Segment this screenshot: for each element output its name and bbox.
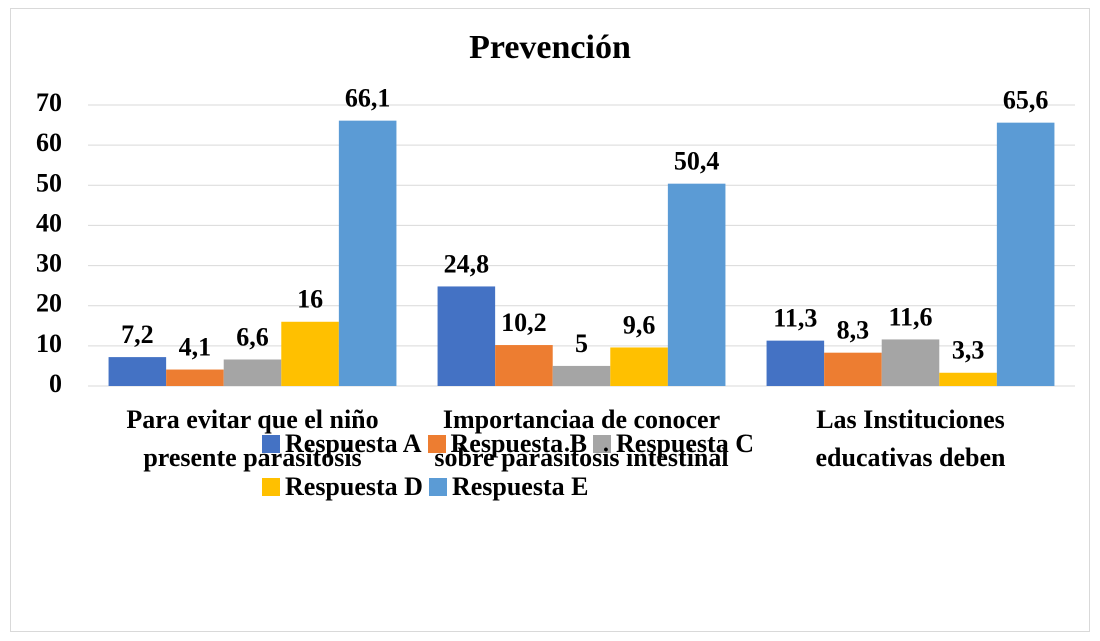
bar [939,372,997,386]
value-label: 10,2 [501,308,547,337]
legend-swatch [262,434,280,453]
bar [881,339,940,386]
value-label: 16 [297,285,323,314]
legend-item: Respuesta B [427,422,588,465]
value-label: 3,3 [952,336,985,365]
x-tick-label: Para evitar que el niño presente parasit… [126,405,379,472]
bar [166,369,224,386]
legend-item: Respuesta D [262,465,423,508]
legend-item: Respuesta E [428,465,589,508]
bar [552,365,611,386]
legend-swatch [428,477,447,496]
value-label: 8,3 [837,316,870,345]
value-label: 66,1 [345,84,391,113]
legend-item: Respuesta A [262,422,422,465]
value-label: 9,6 [623,310,656,339]
legend-swatch [593,434,612,453]
legend-label: Respuesta E [451,471,589,501]
value-label: 50,4 [674,147,720,176]
value-label: 4,1 [179,333,212,362]
y-tick-label: 10 [36,329,62,358]
bar [495,345,553,386]
x-tick-label: Importanciaa de conocer sobre parasitosi… [434,405,729,472]
chart-border [10,8,1090,632]
y-tick-label: 50 [36,168,62,197]
legend-label: Respuesta C [616,428,754,458]
bar [667,183,726,386]
value-label: 11,6 [888,302,932,331]
y-tick-label: 70 [36,88,62,117]
legend-swatch [427,434,446,453]
y-tick-label: 60 [36,128,62,157]
legend-label: Respuesta A [285,428,422,458]
value-label: 24,8 [444,249,490,278]
value-label: 6,6 [236,322,269,351]
legend-label: Respuesta D [285,471,423,501]
legend-label: Respuesta B [450,428,588,458]
bar [108,357,167,386]
legend-item: Respuesta C [593,422,754,465]
bar [223,359,282,386]
legend-swatch [262,477,280,496]
y-tick-label: 20 [36,289,62,318]
bar [766,340,825,386]
bar [824,352,882,386]
bar [610,347,668,386]
bar [338,120,397,387]
bar [437,286,496,386]
y-tick-label: 0 [49,369,62,398]
legend: Respuesta A Respuesta B Respuesta C Respues… [262,422,882,508]
value-label: 5 [575,329,588,358]
bar [996,122,1055,387]
x-tick-label: Las Instituciones educativas deben [815,405,1006,472]
chart-title: Prevención [469,29,631,66]
y-tick-label: 30 [36,249,62,278]
value-label: 7,2 [121,320,154,349]
value-label: 11,3 [773,304,817,333]
bar [281,321,339,386]
y-tick-label: 40 [36,208,62,237]
value-label: 65,6 [1003,86,1049,115]
